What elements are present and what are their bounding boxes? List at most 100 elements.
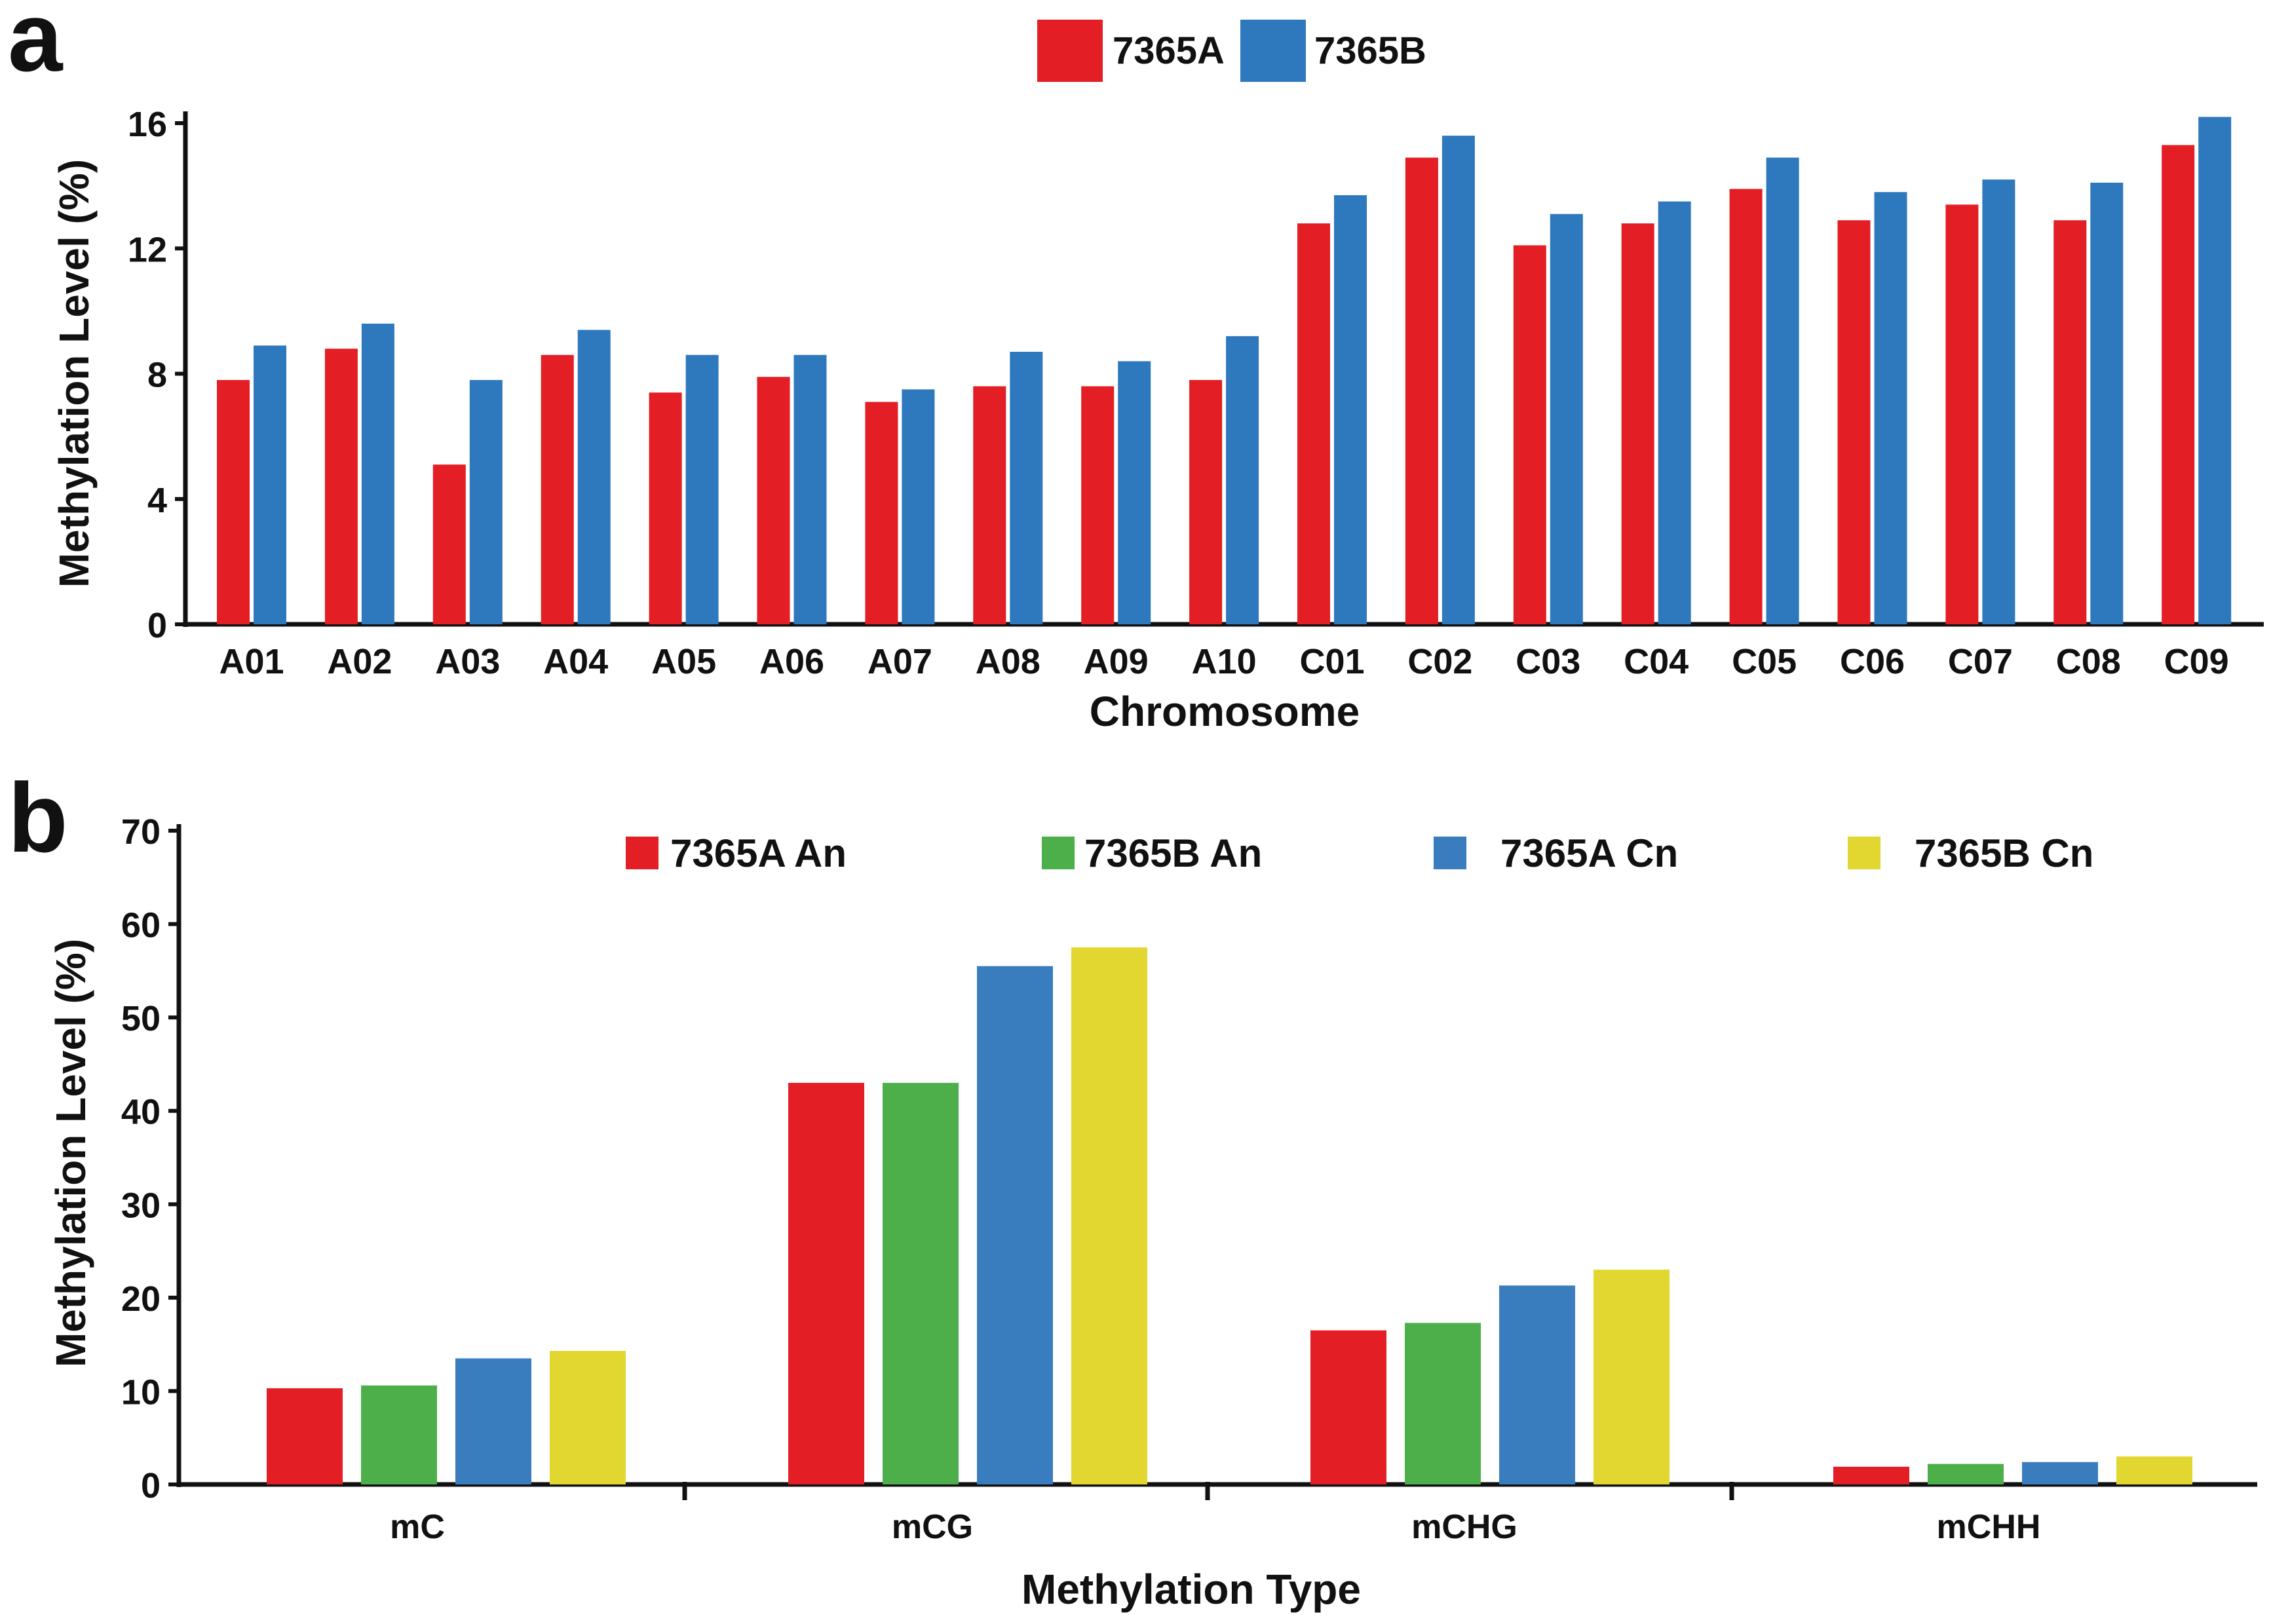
- y-tick-label-b: 20: [121, 1279, 161, 1319]
- bar-7365B-C02: [1441, 136, 1475, 624]
- legend-a: 7365A 7365B: [1037, 20, 1426, 82]
- bar-7365A-Cn-mCHG: [1499, 1285, 1575, 1484]
- bar-7365A-C06: [1837, 220, 1871, 624]
- panel-b: b 0 10 20 30 40 50 60 70 mC mCG mCHG mCHH Methylatio…: [8, 763, 2257, 1613]
- bar-7365A-C09: [2162, 145, 2195, 624]
- y-axis-title-a: Methylation Level (%): [50, 159, 98, 588]
- bar-7365B-An-mCHG: [1405, 1323, 1481, 1484]
- bar-7365A-A05: [649, 392, 682, 624]
- x-tick-label-a: A02: [327, 642, 392, 681]
- x-tick-label-a: C01: [1299, 642, 1364, 681]
- legend-label-7365A-Cn: 7365A Cn: [1500, 831, 1678, 875]
- x-tick-label-a: A05: [651, 642, 716, 681]
- bar-7365A-A08: [973, 386, 1006, 624]
- x-tick-label-a: A06: [759, 642, 824, 681]
- bar-7365A-Cn-mC: [455, 1358, 531, 1484]
- bar-7365B-C08: [2090, 182, 2124, 624]
- bar-7365B-Cn-mC: [550, 1351, 626, 1484]
- y-tick-label-a: 12: [128, 230, 167, 269]
- bar-7365B-Cn-mCHH: [2116, 1456, 2192, 1484]
- legend-swatch-7365A: [1037, 20, 1103, 82]
- x-axis-title-b: Methylation Type: [1021, 1566, 1361, 1613]
- bar-7365B-A08: [1010, 352, 1043, 624]
- bar-7365A-Cn-mCHH: [2022, 1462, 2098, 1484]
- legend-label-7365B-Cn: 7365B Cn: [1915, 831, 2093, 875]
- bar-7365A-An-mCHH: [1833, 1466, 1909, 1484]
- x-tick-label-a: C02: [1407, 642, 1472, 681]
- bar-7365A-A01: [217, 380, 250, 624]
- bar-7365A-A09: [1081, 386, 1115, 624]
- legend-label-7365B-An: 7365B An: [1084, 831, 1262, 875]
- x-tick-label-b: mCHH: [1937, 1508, 2041, 1546]
- y-tick-label-b: 10: [121, 1372, 161, 1412]
- bar-7365B-Cn-mCHG: [1594, 1270, 1670, 1484]
- x-tick-label-b: mC: [390, 1508, 445, 1546]
- bar-7365A-C01: [1297, 223, 1330, 624]
- x-tick-label-a: A04: [543, 642, 608, 681]
- x-tick-label-a: C09: [2164, 642, 2229, 681]
- x-tick-label-a: A10: [1192, 642, 1257, 681]
- x-axis-title-a: Chromosome: [1090, 688, 1360, 735]
- bar-7365A-C02: [1405, 157, 1438, 624]
- bar-7365A-An-mCHG: [1310, 1330, 1386, 1484]
- legend-label-7365A: 7365A: [1113, 29, 1225, 72]
- bar-7365B-C04: [1658, 201, 1691, 624]
- bar-7365A-C03: [1513, 245, 1546, 624]
- bar-7365B-A05: [685, 354, 719, 624]
- y-tick-label-b: 40: [121, 1093, 161, 1132]
- bar-7365B-C06: [1874, 192, 1907, 624]
- y-tick-label-a: 8: [147, 356, 167, 395]
- legend-swatch-7365B-An: [1042, 837, 1075, 869]
- bar-7365B-A01: [254, 345, 286, 624]
- y-tick-label-b: 60: [121, 906, 161, 945]
- x-tick-label-b: mCG: [892, 1508, 973, 1546]
- legend-swatch-7365A-An: [626, 837, 658, 869]
- bar-7365A-C05: [1729, 189, 1763, 624]
- y-tick-label-a: 16: [128, 105, 167, 144]
- bar-7365A-An-mCG: [788, 1082, 864, 1484]
- y-tick-label-b: 50: [121, 999, 161, 1038]
- bar-7365B-C07: [1982, 179, 2015, 624]
- x-tick-label-a: A08: [976, 642, 1040, 681]
- y-axis-title-b: Methylation Level (%): [47, 939, 94, 1367]
- bar-7365A-A06: [757, 377, 790, 624]
- legend-swatch-7365A-Cn: [1434, 837, 1466, 869]
- x-tick-label-a: C04: [1624, 642, 1689, 681]
- bar-7365A-Cn-mCG: [977, 966, 1053, 1484]
- y-tick-label-b: 0: [141, 1466, 161, 1505]
- legend-swatch-7365B: [1240, 20, 1306, 82]
- bar-7365B-A07: [902, 389, 935, 624]
- bar-7365B-A06: [793, 354, 827, 624]
- bar-7365B-A10: [1226, 336, 1259, 624]
- x-tick-label-a: A03: [435, 642, 500, 681]
- x-tick-label-a: C08: [2056, 642, 2121, 681]
- x-tick-label-a: C06: [1840, 642, 1905, 681]
- bar-7365B-An-mCHH: [1928, 1463, 2004, 1484]
- x-tick-label-a: C07: [1948, 642, 2013, 681]
- x-tick-label-b: mCHG: [1411, 1508, 1517, 1546]
- x-tick-label-a: C05: [1732, 642, 1797, 681]
- bar-7365B-A04: [577, 330, 611, 624]
- bar-7365B-C09: [2198, 117, 2232, 624]
- y-tick-label-a: 0: [147, 606, 167, 645]
- x-tick-label-a: C03: [1516, 642, 1580, 681]
- bar-7365A-An-mC: [267, 1388, 343, 1484]
- panel-a: a 0 4 8 12 16 A01 A02 A03 A04 A05 A06 A07 A08 A09 A10 C…: [8, 0, 2264, 735]
- panel-a-letter: a: [8, 0, 64, 92]
- bar-7365B-An-mCG: [883, 1082, 959, 1484]
- y-tick-label-b: 30: [121, 1186, 161, 1225]
- legend-swatch-7365B-Cn: [1848, 837, 1880, 869]
- bar-7365B-C01: [1334, 195, 1367, 624]
- legend-label-7365B: 7365B: [1314, 29, 1426, 72]
- bar-7365B-Cn-mCG: [1071, 947, 1147, 1484]
- bar-7365B-C05: [1766, 157, 1799, 624]
- panel-b-letter: b: [8, 763, 68, 873]
- y-tick-label-b: 70: [121, 812, 161, 852]
- bar-7365A-A10: [1189, 380, 1223, 624]
- bar-7365A-A04: [541, 354, 574, 624]
- legend-label-7365A-An: 7365A An: [670, 831, 847, 875]
- legend-b: 7365A An 7365B An 7365A Cn 7365B Cn: [626, 831, 2093, 875]
- bar-7365A-C08: [2053, 220, 2087, 624]
